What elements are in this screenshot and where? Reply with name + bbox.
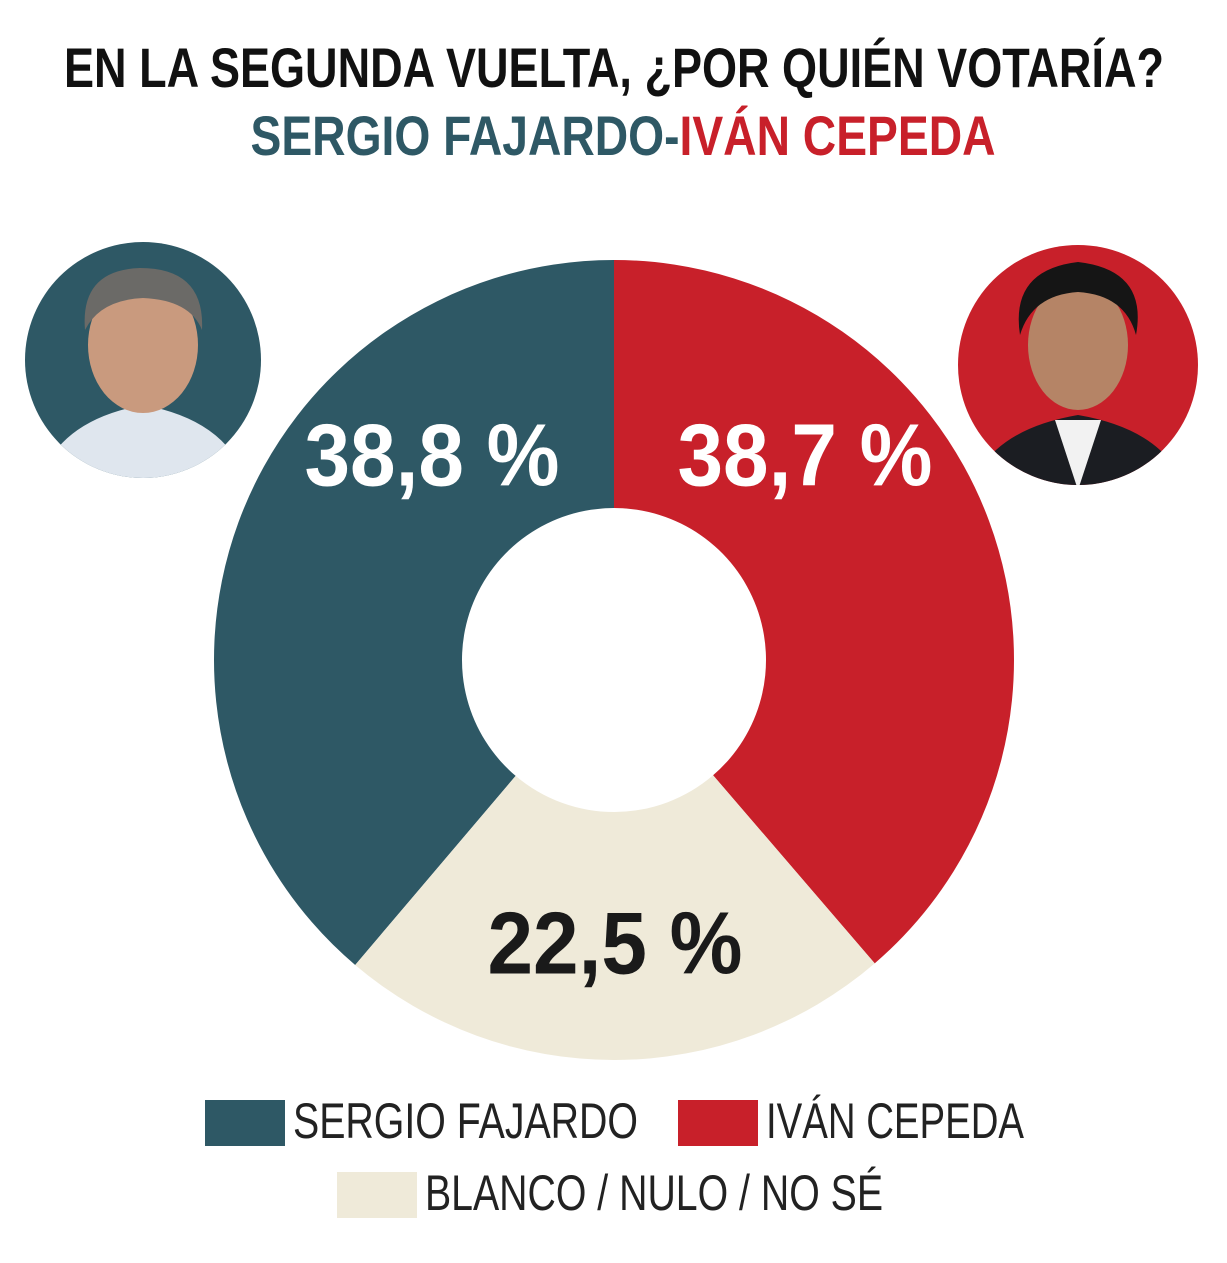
value-label: 22,5 %: [488, 893, 743, 992]
donut-slice: [214, 260, 614, 965]
subtitle-part: SERGIO FAJARDO: [251, 104, 665, 167]
plot: 38,8 % 38,7 % 22,5 %: [214, 260, 1015, 1060]
subtitle-part: IVÁN CEPEDA: [680, 104, 996, 167]
legend: SERGIO FAJARDO IVÁN CEPEDA BLANCO / NULO /…: [205, 1093, 1024, 1221]
chart-subtitle: SERGIO FAJARDO-IVÁN CEPEDA: [251, 104, 996, 167]
value-label: 38,7 %: [678, 405, 933, 504]
legend-swatch: [337, 1172, 417, 1218]
legend-swatch: [205, 1100, 285, 1146]
legend-swatch: [678, 1100, 758, 1146]
chart-title: EN LA SEGUNDA VUELTA, ¿POR QUIÉN VOTARÍA…: [64, 36, 1164, 99]
legend-label: IVÁN CEPEDA: [766, 1093, 1024, 1149]
donut-slice: [614, 260, 1015, 964]
portrait-right: [958, 245, 1198, 485]
value-label: 38,8 %: [305, 405, 560, 504]
legend-label: BLANCO / NULO / NO SÉ: [425, 1165, 883, 1221]
donut-slice: [355, 775, 875, 1060]
legend-label: SERGIO FAJARDO: [293, 1093, 638, 1149]
portrait-left: [25, 242, 261, 478]
subtitle-part: -: [664, 104, 679, 167]
